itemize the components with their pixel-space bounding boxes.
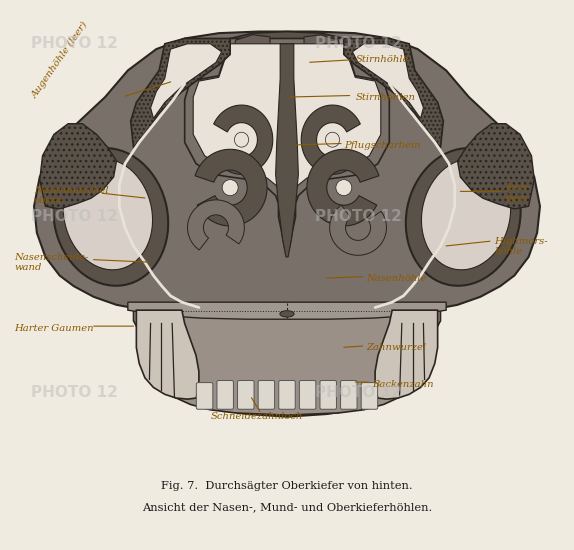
Ellipse shape [222,180,238,196]
FancyBboxPatch shape [340,381,357,409]
Text: PHOTO 12: PHOTO 12 [31,36,118,51]
Polygon shape [457,124,534,209]
Text: Nasenscheide-
wand: Nasenscheide- wand [14,252,88,272]
Text: Highmors-
höhle: Highmors- höhle [494,236,548,256]
FancyBboxPatch shape [238,381,254,409]
FancyBboxPatch shape [258,381,274,409]
FancyBboxPatch shape [361,383,378,409]
Text: PHOTO 12: PHOTO 12 [31,210,118,224]
Polygon shape [304,35,341,60]
Text: Schneidezahnloch: Schneidezahnloch [210,412,302,421]
Polygon shape [185,39,389,257]
Text: Nasenhöhle: Nasenhöhle [367,274,427,283]
Polygon shape [301,105,360,174]
Text: Zahnwurzel: Zahnwurzel [367,343,426,352]
FancyBboxPatch shape [196,383,213,409]
Polygon shape [134,310,440,415]
Text: PHOTO 12: PHOTO 12 [316,36,402,51]
Polygon shape [375,310,437,399]
Ellipse shape [406,148,521,286]
Ellipse shape [325,132,340,147]
Polygon shape [230,31,344,76]
Text: Stirnhöhle: Stirnhöhle [355,56,409,64]
FancyBboxPatch shape [279,381,295,409]
Ellipse shape [336,180,352,196]
Polygon shape [233,35,270,60]
Polygon shape [214,105,273,174]
Polygon shape [137,310,199,399]
Ellipse shape [234,132,249,147]
Polygon shape [352,44,424,118]
Text: Pflugscharbein: Pflugscharbein [344,140,421,150]
FancyBboxPatch shape [217,381,234,409]
Text: PHOTO 12: PHOTO 12 [316,385,402,400]
Text: Nasenmuschel
obere: Nasenmuschel obere [34,186,108,205]
Polygon shape [195,149,267,226]
Polygon shape [276,44,298,257]
Polygon shape [128,302,446,319]
Text: Stirnhöhlen: Stirnhöhlen [355,92,415,102]
Ellipse shape [421,159,511,270]
Polygon shape [307,149,379,226]
Polygon shape [329,205,386,255]
Polygon shape [34,31,540,417]
Text: PHOTO 12: PHOTO 12 [31,385,118,400]
Text: Harter Gaumen: Harter Gaumen [14,324,94,333]
Polygon shape [193,44,381,230]
Text: Augenhöhle (leer): Augenhöhle (leer) [30,20,90,100]
Text: Joch-
bein: Joch- bein [506,183,532,202]
Ellipse shape [280,311,294,317]
Polygon shape [344,39,443,148]
Text: Fig. 7.  Durchsägter Oberkiefer von hinten.: Fig. 7. Durchsägter Oberkiefer von hinte… [161,481,413,491]
Text: PHOTO 12: PHOTO 12 [316,210,402,224]
Text: Ansicht der Nasen-, Mund- und Oberkieferhöhlen.: Ansicht der Nasen-, Mund- und Oberkiefer… [142,502,432,512]
FancyBboxPatch shape [320,381,336,409]
Ellipse shape [53,148,168,286]
Polygon shape [131,39,230,148]
Ellipse shape [63,159,153,270]
Polygon shape [188,200,245,250]
FancyBboxPatch shape [300,381,316,409]
Polygon shape [40,124,117,209]
Text: Backenzahn: Backenzahn [373,380,434,389]
Polygon shape [150,44,222,118]
